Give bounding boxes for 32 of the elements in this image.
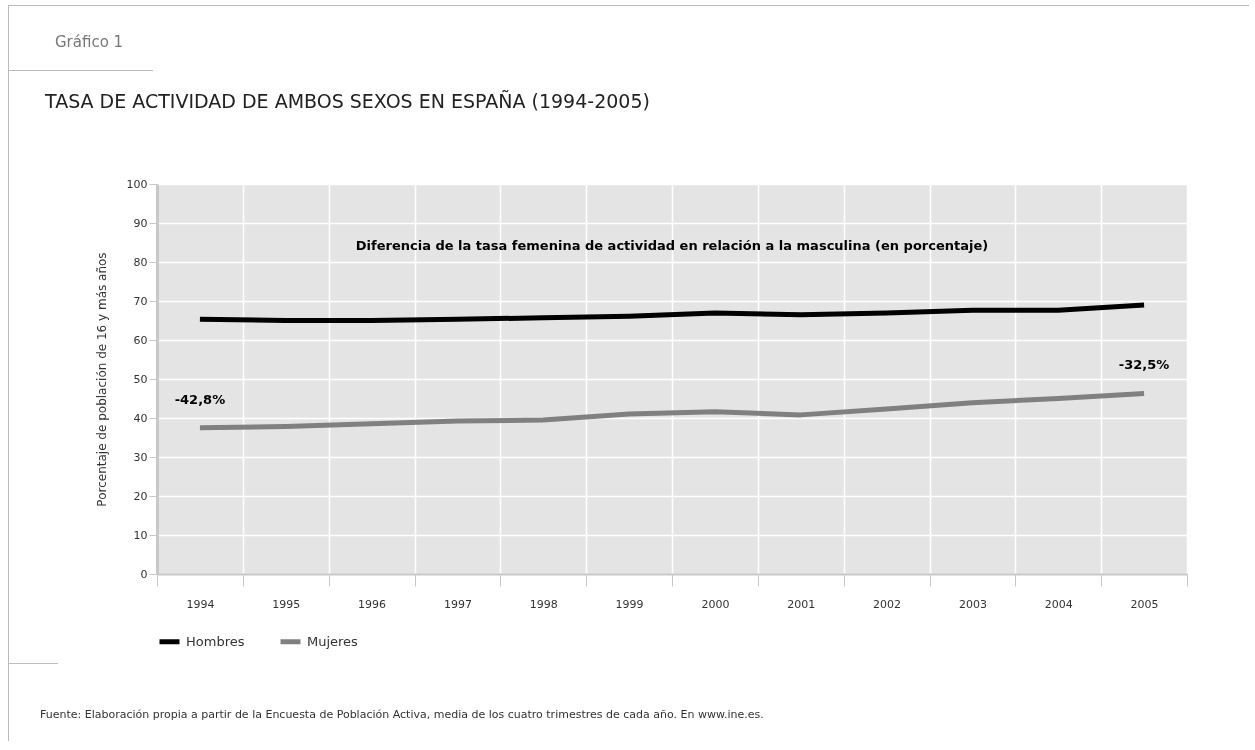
x-tick-label: 1997 [443, 597, 472, 611]
x-tick-label: 1994 [186, 597, 215, 611]
chart-title: TASA DE ACTIVIDAD DE AMBOS SEXOS EN ESPAÑA (1994-2005) [44, 90, 650, 112]
x-tick-label: 1999 [615, 597, 644, 611]
annotation: -42,8% [174, 391, 226, 407]
x-tick-label: 2002 [873, 597, 902, 611]
x-tick-label: 1996 [358, 597, 387, 611]
y-tick-label: 10 [133, 528, 148, 542]
y-tick-label: 90 [133, 216, 148, 230]
y-tick-label: 20 [133, 489, 148, 503]
y-tick-label: 60 [133, 333, 148, 347]
y-axis-title: Porcentaje de población de 16 y más años [94, 252, 109, 507]
source-note: Fuente: Elaboración propia a partir de la Encuesta de Población Activa, media de los cuatro trimestres de cada año. En www.ine.es. [40, 708, 764, 721]
text: Gráfico 1 [55, 33, 124, 51]
x-tick-label: 2003 [958, 597, 987, 611]
x-tick-label: 2005 [1130, 597, 1159, 611]
x-tick-label: 1995 [272, 597, 301, 611]
y-tick-label: 50 [133, 372, 148, 386]
legend-label: Hombres [186, 633, 245, 649]
y-tick-label: 30 [133, 450, 148, 464]
x-tick-label: 2004 [1044, 597, 1073, 611]
y-tick-label: 70 [133, 294, 148, 308]
x-tick-label: 1998 [529, 597, 558, 611]
annotation: -32,5% [1118, 357, 1170, 373]
annotation: Diferencia de la tasa femenina de actividad en relación a la masculina (en porcentaje) [355, 238, 989, 253]
y-tick-label: 0 [140, 567, 148, 581]
x-tick-label: 2001 [787, 597, 816, 611]
x-tick-label: 2000 [701, 597, 730, 611]
legend-label: Mujeres [307, 633, 359, 649]
y-tick-label: 80 [133, 255, 148, 269]
y-tick-label: 100 [126, 177, 148, 191]
y-tick-label: 40 [133, 411, 148, 425]
